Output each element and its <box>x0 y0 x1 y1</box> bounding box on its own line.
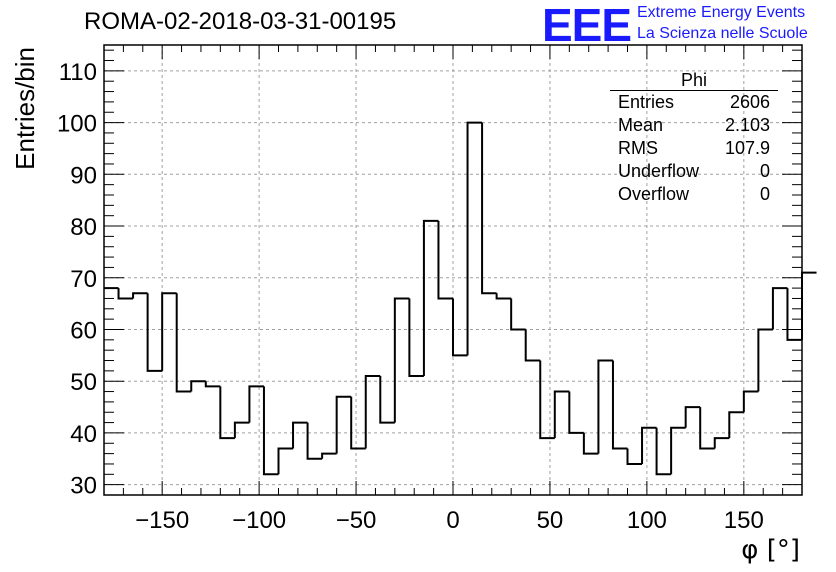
x-tick-label: 50 <box>537 507 564 534</box>
histogram-bin <box>655 427 672 476</box>
histogram-layer <box>104 121 817 476</box>
histogram-bin <box>495 293 512 300</box>
logo-subtitle-line2: La Scienza nelle Scuole <box>637 25 808 42</box>
stats-row-entries: Entries 2606 <box>610 91 778 114</box>
stats-label: Overflow <box>618 184 690 204</box>
histogram-bin <box>277 447 294 475</box>
histogram-bin <box>670 426 686 475</box>
stats-row-mean: Mean 2.103 <box>610 114 778 137</box>
y-tick-label: 50 <box>70 369 97 396</box>
stats-value: 2.103 <box>724 115 770 135</box>
histogram-bin <box>161 292 177 371</box>
histogram-bin <box>146 293 163 372</box>
histogram-bin <box>190 380 206 392</box>
histogram-bin <box>262 386 279 476</box>
axis-layer: −150 −100 −50 0 50 100 150 30 40 50 60 70 80 90 100 110 <box>57 44 803 534</box>
histogram-bin <box>684 406 701 428</box>
histogram-bin <box>757 328 773 392</box>
x-tick-label: 150 <box>724 507 764 534</box>
histogram-bin <box>350 396 366 450</box>
y-tick-label: 90 <box>70 162 97 189</box>
histogram-bin <box>524 329 541 362</box>
stats-value: 0 <box>759 184 770 204</box>
stats-row-overflow: Overflow 0 <box>610 183 778 206</box>
histogram-bin <box>306 422 323 460</box>
histogram-bin <box>321 452 337 459</box>
y-tick-label: 60 <box>70 317 97 344</box>
stats-value: 0 <box>759 161 770 181</box>
histogram-bin <box>728 411 744 439</box>
histogram-bin <box>408 298 424 378</box>
histogram-bin <box>422 219 439 377</box>
histogram-bin <box>204 381 221 388</box>
histogram-bin <box>641 426 657 464</box>
stats-row-rms: RMS 107.9 <box>610 137 778 160</box>
chart-title: ROMA-02-2018-03-31-00195 <box>84 8 397 35</box>
histogram-bin <box>699 407 715 450</box>
stats-label: Entries <box>618 92 675 112</box>
histogram-bin <box>132 292 148 299</box>
histogram-bin <box>481 122 497 295</box>
histogram-bin <box>219 386 235 440</box>
histogram-bin <box>553 390 570 439</box>
histogram-bin <box>379 376 395 424</box>
histogram-bin <box>713 437 730 449</box>
histogram-bin <box>117 288 134 300</box>
histogram-bin <box>292 421 308 449</box>
histogram-bin <box>452 298 468 357</box>
stats-value: 107.9 <box>724 138 770 158</box>
y-axis-label: Entries/bin <box>10 47 40 170</box>
y-tick-label: 100 <box>57 111 97 138</box>
logo-subtitle-line1: Extreme Energy Events <box>637 4 806 21</box>
histogram-bin <box>510 298 526 331</box>
histogram-bin <box>597 359 613 454</box>
y-tick-label: 30 <box>70 473 97 500</box>
stats-label: Underflow <box>618 161 700 181</box>
x-tick-label: 0 <box>446 507 459 534</box>
histogram-bin <box>771 287 788 330</box>
x-tick-label: 100 <box>627 507 667 534</box>
stats-row-underflow: Underflow 0 <box>610 160 778 183</box>
histogram-bin <box>466 121 483 356</box>
histogram-bin <box>742 390 759 413</box>
stats-box: Phi Entries 2606 Mean 2.103 RMS 107.9 Un… <box>610 70 778 206</box>
y-tick-label: 70 <box>70 266 97 293</box>
x-tick-label: −50 <box>336 507 377 534</box>
x-tick-label: −150 <box>135 507 189 534</box>
histogram-bin <box>248 385 264 423</box>
stats-label: RMS <box>618 138 658 158</box>
histogram-bin <box>175 293 192 393</box>
y-tick-label: 110 <box>59 59 97 86</box>
x-tick-label: −100 <box>232 507 286 534</box>
stats-title: Phi <box>610 70 778 91</box>
histogram-bin <box>437 220 453 300</box>
histogram-bin <box>393 297 410 423</box>
histogram-bin <box>233 421 250 439</box>
histogram-bin <box>582 432 599 455</box>
y-tick-label: 80 <box>70 214 97 241</box>
histogram-bin <box>364 375 381 449</box>
x-axis-label: φ [°] <box>741 535 800 565</box>
histogram-bin <box>801 271 817 340</box>
histogram-bin <box>786 288 802 341</box>
histogram-bin <box>335 395 352 454</box>
histogram-bin <box>568 391 584 434</box>
eee-logo: EEE <box>542 0 632 51</box>
grid-layer <box>104 45 802 495</box>
histogram-bin <box>611 360 628 450</box>
histogram-bin <box>626 448 643 465</box>
stats-value: 2606 <box>729 92 770 112</box>
y-tick-label: 40 <box>70 421 97 448</box>
histogram-bin <box>539 360 555 440</box>
stats-label: Mean <box>618 115 664 135</box>
